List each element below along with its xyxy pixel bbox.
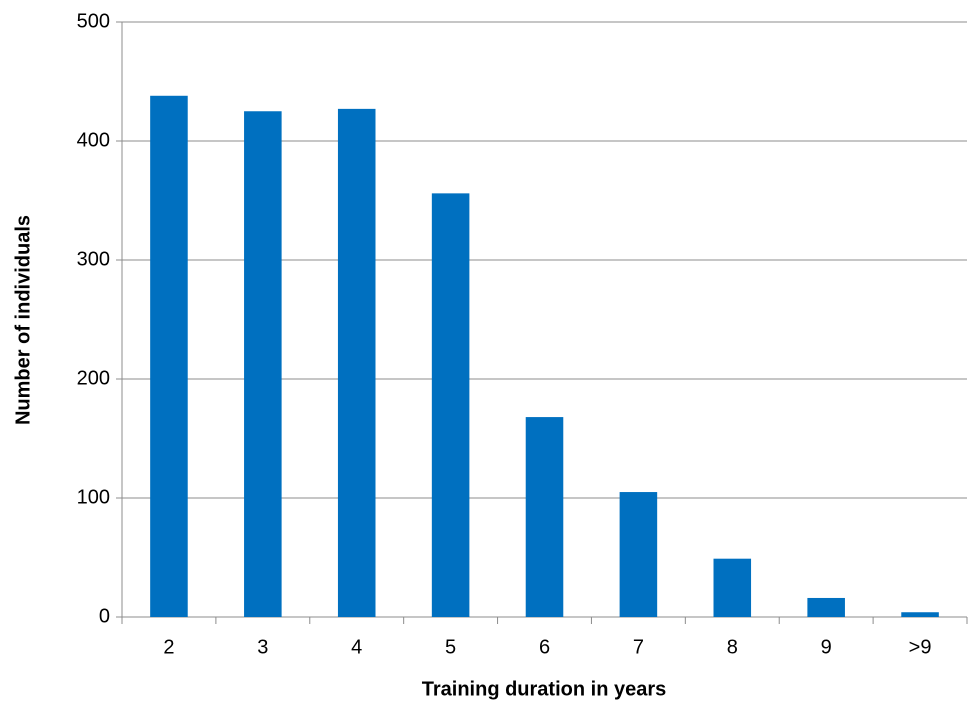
bar [901,612,939,617]
bar [713,558,752,617]
y-tick-label: 100 [77,486,110,508]
bar [431,193,470,618]
x-axis-title: Training duration in years [422,678,667,700]
y-tick-label: 0 [99,605,110,627]
x-tick-label: 7 [633,636,644,658]
y-axis-title: Number of individuals [12,215,34,425]
x-tick-label: 8 [727,636,738,658]
bar [244,111,282,617]
x-tick-label: 4 [351,636,362,658]
x-tick-label: 2 [163,636,174,658]
bar [619,492,658,617]
y-tick-label: 300 [77,248,110,270]
x-tick-label: 9 [821,636,832,658]
y-tick-label: 500 [77,10,110,32]
x-tick-label: >9 [909,636,932,658]
bar [525,417,564,617]
bar [807,597,845,617]
x-tick-label: 5 [445,636,456,658]
y-tick-label: 400 [77,129,110,151]
bar [150,95,188,617]
bar [337,108,376,618]
y-tick-label: 200 [77,367,110,389]
x-tick-label: 3 [257,636,268,658]
x-tick-label: 6 [539,636,550,658]
